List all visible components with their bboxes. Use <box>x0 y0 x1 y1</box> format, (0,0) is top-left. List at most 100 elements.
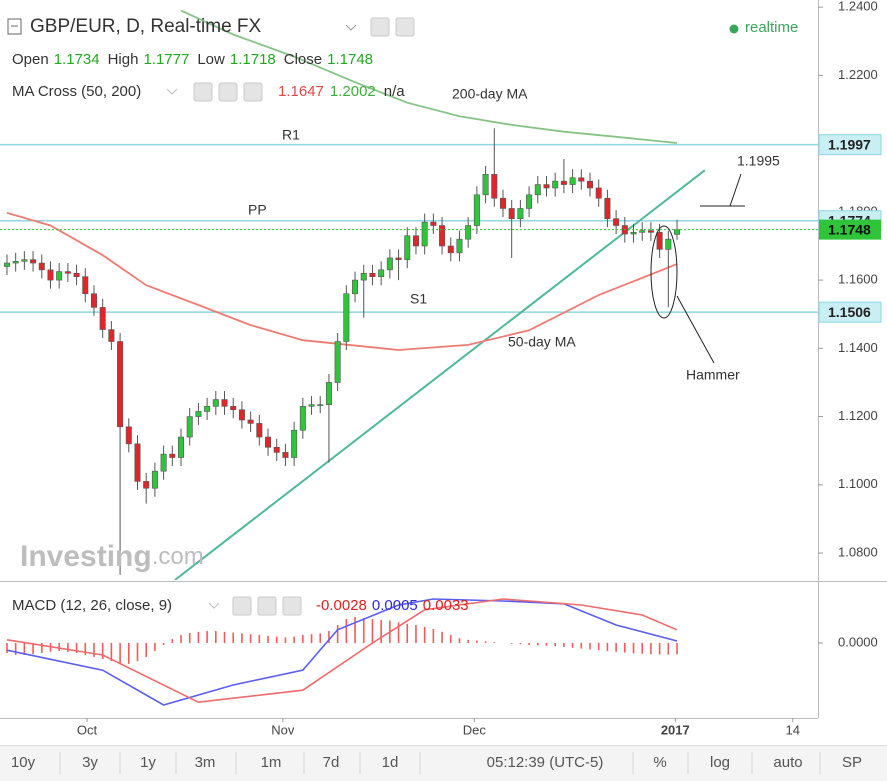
settings-icon[interactable] <box>370 17 390 37</box>
range-button[interactable]: 7d <box>323 754 340 771</box>
settings-icon[interactable] <box>395 17 415 37</box>
candle-body <box>639 230 646 233</box>
ma-value: 1.1647 <box>278 83 324 100</box>
candle-body <box>125 426 132 445</box>
annotation-pointer <box>700 173 745 207</box>
candle-body <box>265 436 272 448</box>
y-tick-label: 1.1400 <box>838 340 878 355</box>
ohlc-label: Close <box>284 51 322 68</box>
candle-body <box>325 382 332 405</box>
range-button[interactable]: 1m <box>261 754 282 771</box>
candle-body <box>12 261 19 264</box>
candle-body <box>473 194 480 226</box>
range-button[interactable]: 1y <box>140 754 156 771</box>
candle-body <box>82 276 89 295</box>
moving-average <box>6 212 678 351</box>
annotation: 50-day MA <box>508 334 576 350</box>
candle-body <box>386 257 393 271</box>
macd-plot <box>6 598 678 706</box>
moving-average <box>180 9 678 144</box>
candle-body <box>178 436 185 458</box>
settings-icon[interactable] <box>218 82 238 102</box>
candle-body <box>508 208 515 219</box>
watermark: Investing.com <box>20 540 204 573</box>
dropdown-caret[interactable] <box>166 88 178 95</box>
candle-body <box>395 257 402 260</box>
remove-icon[interactable] <box>282 596 302 616</box>
candle-body <box>430 221 437 226</box>
candle-body <box>282 452 289 458</box>
ohlc-value: 1.1777 <box>143 51 189 68</box>
candle-body <box>238 409 245 421</box>
candle-body <box>160 453 167 472</box>
candle-body <box>439 225 446 247</box>
candle-body <box>73 272 80 277</box>
level-name: S1 <box>410 291 427 307</box>
candle-body <box>291 429 298 458</box>
candle-body <box>491 174 498 199</box>
toolbar <box>0 745 887 781</box>
range-button[interactable]: 1d <box>382 754 399 771</box>
scale-button[interactable]: log <box>710 754 730 771</box>
candle-body <box>647 230 654 233</box>
level-box-label: 1.1506 <box>828 304 871 320</box>
watermark-brand: Investing <box>20 540 152 573</box>
y-tick-label: 1.1200 <box>838 408 878 423</box>
candle-body <box>526 194 533 209</box>
candle-body <box>613 218 620 226</box>
ohlc-value: 1.1734 <box>54 51 100 68</box>
candle-body <box>117 341 124 428</box>
range-button[interactable]: 3m <box>195 754 216 771</box>
scale-button[interactable]: SP <box>842 754 862 771</box>
level-name: R1 <box>282 127 300 143</box>
scale-button[interactable]: % <box>653 754 666 771</box>
candle-body <box>90 293 97 308</box>
candle-body <box>447 245 454 254</box>
level-box <box>818 301 882 323</box>
macd-values: -0.0028 0.0005 0.0033 <box>316 597 469 614</box>
annotation-ellipse <box>650 225 678 319</box>
range-button[interactable]: 3y <box>82 754 98 771</box>
candle-body <box>421 221 428 247</box>
candle-body <box>99 307 106 330</box>
y-tick-label: 1.2200 <box>838 67 878 82</box>
settings-icon[interactable] <box>257 596 277 616</box>
candle-body <box>534 184 541 196</box>
chart-title: GBP/EUR, D, Real-time FX <box>30 16 262 37</box>
collapse-icon[interactable] <box>7 18 22 35</box>
candle-body <box>404 235 411 260</box>
remove-icon[interactable] <box>243 82 263 102</box>
y-tick-label: 0.0000 <box>838 634 878 649</box>
candle-body <box>456 238 463 254</box>
candle-body <box>369 272 376 277</box>
trendline <box>174 169 706 580</box>
candle-body <box>656 232 663 250</box>
candle-body <box>674 229 681 235</box>
candle-body <box>169 453 176 458</box>
dropdown-caret[interactable] <box>345 24 357 31</box>
x-tick-label: 14 <box>786 722 800 737</box>
candle-body <box>630 232 637 235</box>
candle-body <box>204 406 211 412</box>
candle-body <box>186 416 193 438</box>
candle-body <box>221 399 228 407</box>
main-plot <box>0 9 818 580</box>
ma-value: 1.2002 <box>330 83 376 100</box>
visibility-icon[interactable] <box>232 596 252 616</box>
candle-body <box>151 470 158 489</box>
range-button[interactable]: 10y <box>11 754 36 771</box>
candle-body <box>299 406 306 431</box>
candle-body <box>595 187 602 199</box>
candle-body <box>587 180 594 189</box>
macd-label: MACD (12, 26, close, 9) <box>12 597 172 614</box>
scale-button[interactable]: auto <box>773 754 802 771</box>
y-tick-label: 1.0800 <box>838 544 878 559</box>
visibility-icon[interactable] <box>193 82 213 102</box>
candle-body <box>552 180 559 189</box>
x-tick-label: Oct <box>77 722 98 737</box>
indicator-values: 1.1647 1.2002 n/a <box>278 83 405 100</box>
candle-body <box>665 238 672 250</box>
ohlc-label: Low <box>197 51 225 68</box>
dropdown-caret[interactable] <box>208 602 220 609</box>
